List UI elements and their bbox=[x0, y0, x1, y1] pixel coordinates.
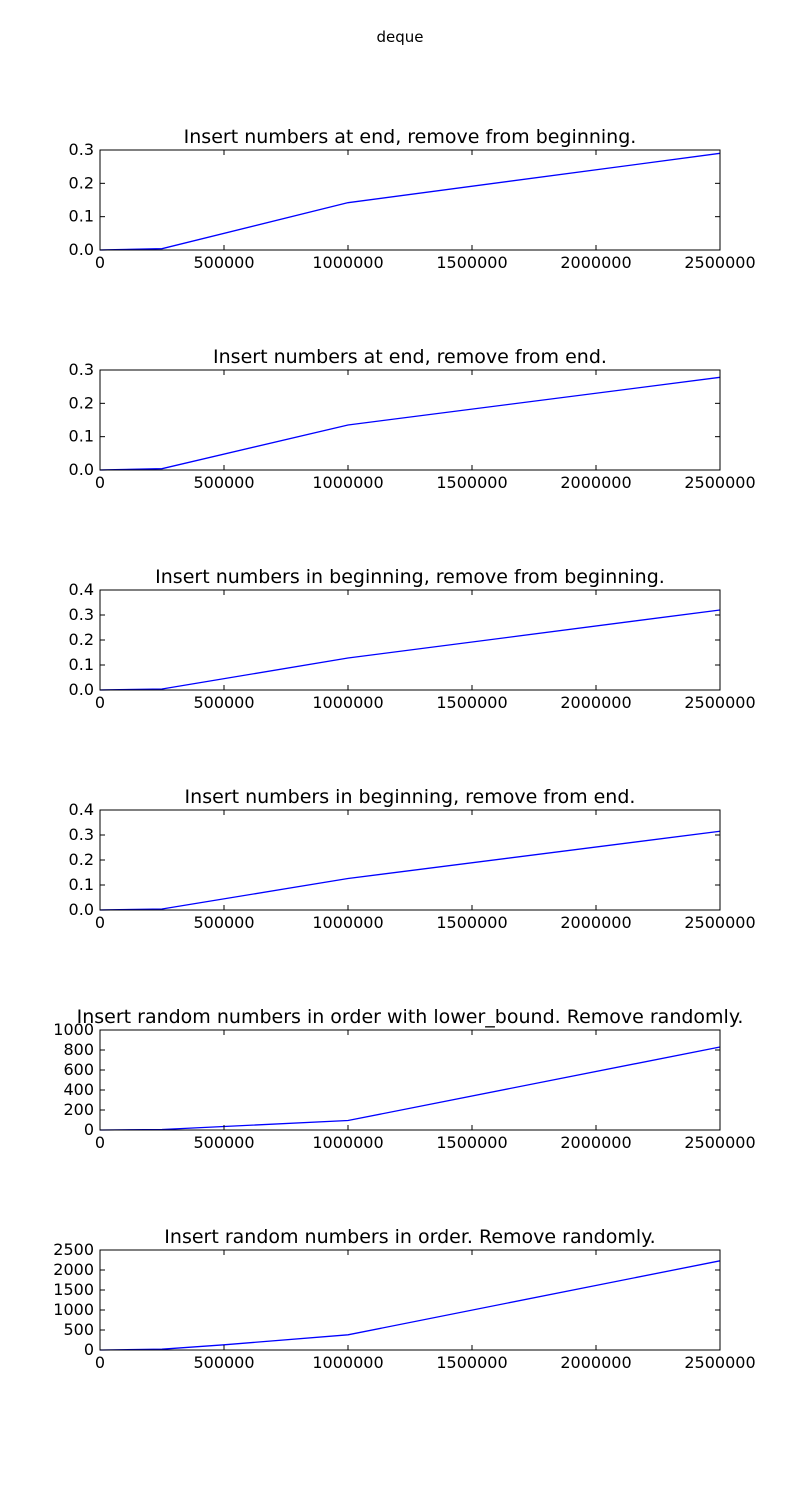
subplot-3-xtick-label: 2000000 bbox=[560, 693, 631, 712]
subplot-2-ytick-label: 0.0 bbox=[69, 460, 94, 479]
subplot-6-ytick-label: 1000 bbox=[53, 1300, 94, 1319]
subplot-2-xtick-label: 1500000 bbox=[436, 473, 507, 492]
subplot-5-xtick-label: 1500000 bbox=[436, 1133, 507, 1152]
subplot-2-ytick-label: 0.2 bbox=[69, 393, 94, 412]
subplot-6-xtick-label: 1000000 bbox=[312, 1353, 383, 1372]
subplot-1-title: Insert numbers at end, remove from begin… bbox=[184, 126, 637, 148]
subplot-3-xtick-label: 1000000 bbox=[312, 693, 383, 712]
subplot-2-xtick-label: 500000 bbox=[193, 473, 254, 492]
subplot-1-ytick-label: 0.1 bbox=[69, 207, 94, 226]
subplot-1-xtick-label: 500000 bbox=[193, 253, 254, 272]
subplot-2-ytick-label: 0.1 bbox=[69, 427, 94, 446]
subplot-4-ytick-label: 0.2 bbox=[69, 850, 94, 869]
subplot-2: Insert numbers at end, remove from end. 0… bbox=[69, 346, 756, 492]
subplot-6-xtick-label: 1500000 bbox=[436, 1353, 507, 1372]
subplot-5-ytick-label: 1000 bbox=[53, 1020, 94, 1039]
subplot-4-frame bbox=[99, 809, 721, 911]
subplot-4-ytick-label: 0.3 bbox=[69, 825, 94, 844]
subplot-1-xtick-label: 1500000 bbox=[436, 253, 507, 272]
subplot-1-ytick-label: 0.3 bbox=[69, 140, 94, 159]
subplot-6-ytick-label: 2500 bbox=[53, 1240, 94, 1259]
subplot-4-title: Insert numbers in beginning, remove from… bbox=[185, 786, 636, 808]
axes-layer: Insert numbers at end, remove from begin… bbox=[53, 126, 755, 1372]
subplot-5-xtick-label: 2500000 bbox=[684, 1133, 755, 1152]
subplot-1: Insert numbers at end, remove from begin… bbox=[69, 126, 756, 272]
subplot-2-frame bbox=[99, 369, 721, 471]
subplot-2-xtick-label: 2500000 bbox=[684, 473, 755, 492]
subplot-3-title: Insert numbers in beginning, remove from… bbox=[155, 566, 665, 588]
subplot-2-series-line bbox=[99, 376, 721, 471]
subplot-4-ytick-label: 0.1 bbox=[69, 875, 94, 894]
subplot-2-title: Insert numbers at end, remove from end. bbox=[213, 346, 607, 368]
subplot-6-ytick-label: 1500 bbox=[53, 1280, 94, 1299]
subplot-4-xtick-label: 1000000 bbox=[312, 913, 383, 932]
subplot-6-ytick-label: 0 bbox=[84, 1340, 94, 1359]
subplot-5: Insert random numbers in order with lowe… bbox=[53, 1006, 755, 1152]
subplot-2-xtick-label: 2000000 bbox=[560, 473, 631, 492]
subplot-4-ytick-label: 0.0 bbox=[69, 900, 94, 919]
subplot-6: Insert random numbers in order. Remove r… bbox=[53, 1226, 755, 1372]
subplot-6-title: Insert random numbers in order. Remove r… bbox=[164, 1226, 655, 1248]
subplot-1-xtick-label: 1000000 bbox=[312, 253, 383, 272]
subplot-1-xtick-label: 2500000 bbox=[684, 253, 755, 272]
subplot-3-xtick-label: 500000 bbox=[193, 693, 254, 712]
subplot-5-xtick-label: 2000000 bbox=[560, 1133, 631, 1152]
subplot-5-frame bbox=[99, 1029, 721, 1131]
subplot-4: Insert numbers in beginning, remove from… bbox=[69, 786, 756, 932]
subplot-2-xtick-label: 1000000 bbox=[312, 473, 383, 492]
subplot-6-frame bbox=[99, 1249, 721, 1351]
subplot-3-series-line bbox=[99, 609, 721, 691]
subplot-3-ytick-label: 0.4 bbox=[69, 580, 94, 599]
subplot-6-xtick-label: 500000 bbox=[193, 1353, 254, 1372]
subplot-4-series-line bbox=[99, 830, 721, 911]
subplot-6-xtick-label: 0 bbox=[95, 1353, 105, 1372]
subplot-4-xtick-label: 2500000 bbox=[684, 913, 755, 932]
subplot-3-xtick-label: 2500000 bbox=[684, 693, 755, 712]
subplot-5-ytick-label: 400 bbox=[63, 1080, 94, 1099]
subplot-2-ytick-label: 0.3 bbox=[69, 360, 94, 379]
subplot-6-ytick-label: 500 bbox=[63, 1320, 94, 1339]
subplot-6-xtick-label: 2500000 bbox=[684, 1353, 755, 1372]
subplot-3-xtick-label: 0 bbox=[95, 693, 105, 712]
subplot-1-ytick-label: 0.2 bbox=[69, 173, 94, 192]
subplot-6-series-line bbox=[99, 1260, 721, 1351]
subplot-1-xtick-label: 2000000 bbox=[560, 253, 631, 272]
subplot-2-xtick-label: 0 bbox=[95, 473, 105, 492]
subplot-1-xtick-label: 0 bbox=[95, 253, 105, 272]
figure-suptitle: deque bbox=[376, 28, 423, 46]
subplot-4-xtick-label: 0 bbox=[95, 913, 105, 932]
subplot-6-ytick-label: 2000 bbox=[53, 1260, 94, 1279]
subplot-1-series-line bbox=[99, 152, 721, 251]
subplot-5-xtick-label: 0 bbox=[95, 1133, 105, 1152]
subplot-3: Insert numbers in beginning, remove from… bbox=[69, 566, 756, 712]
subplot-3-xtick-label: 1500000 bbox=[436, 693, 507, 712]
subplot-5-series-line bbox=[99, 1046, 721, 1131]
subplot-4-xtick-label: 2000000 bbox=[560, 913, 631, 932]
subplot-5-ytick-label: 200 bbox=[63, 1100, 94, 1119]
subplot-3-ytick-label: 0.2 bbox=[69, 630, 94, 649]
subplot-5-xtick-label: 500000 bbox=[193, 1133, 254, 1152]
subplot-4-ytick-label: 0.4 bbox=[69, 800, 94, 819]
subplot-3-ytick-label: 0.0 bbox=[69, 680, 94, 699]
subplot-1-frame bbox=[99, 149, 721, 251]
subplot-5-ytick-label: 0 bbox=[84, 1120, 94, 1139]
subplot-5-xtick-label: 1000000 bbox=[312, 1133, 383, 1152]
subplot-3-ytick-label: 0.3 bbox=[69, 605, 94, 624]
subplot-4-xtick-label: 500000 bbox=[193, 913, 254, 932]
subplot-1-ytick-label: 0.0 bbox=[69, 240, 94, 259]
subplot-5-ytick-label: 600 bbox=[63, 1060, 94, 1079]
subplot-3-ytick-label: 0.1 bbox=[69, 655, 94, 674]
subplot-6-xtick-label: 2000000 bbox=[560, 1353, 631, 1372]
subplot-3-frame bbox=[99, 589, 721, 691]
subplot-4-xtick-label: 1500000 bbox=[436, 913, 507, 932]
subplot-5-ytick-label: 800 bbox=[63, 1040, 94, 1059]
subplot-5-title: Insert random numbers in order with lowe… bbox=[77, 1006, 744, 1028]
